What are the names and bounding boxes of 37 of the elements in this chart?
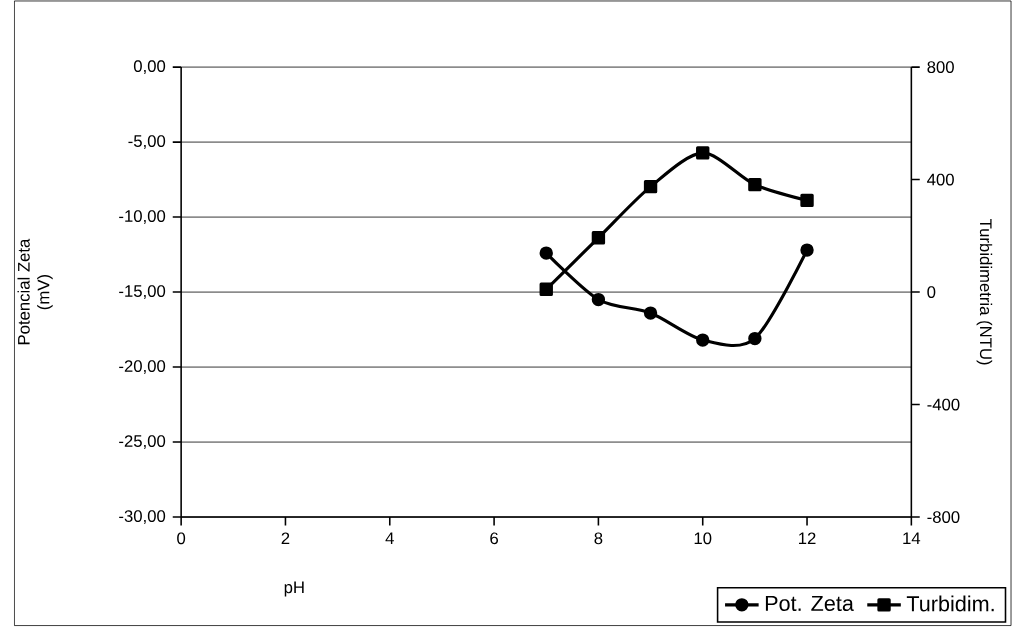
point [800, 243, 814, 257]
y2-tick-label: 0 [927, 286, 936, 299]
point [643, 180, 658, 194]
point [591, 293, 606, 307]
y2-tick-label: -400 [927, 398, 960, 411]
y-tick-label: -20,00 [119, 360, 166, 375]
x-tick-label: 6 [490, 532, 499, 545]
point [800, 193, 814, 208]
x-tick-label: 4 [385, 532, 394, 545]
point [696, 333, 710, 347]
x-axis-title: pH [284, 581, 304, 597]
x-tick-label: 12 [799, 532, 816, 545]
y2-tick-label: 400 [927, 173, 954, 186]
point [539, 282, 553, 297]
x-tick-label: 2 [281, 532, 290, 545]
x-tick-label: 10 [694, 532, 712, 545]
x-tick-label: 14 [903, 532, 921, 545]
y-tick-label: -25,00 [119, 435, 166, 450]
y-tick-label: 0,00 [133, 60, 166, 75]
point [748, 332, 762, 346]
x-tick-label: 0 [177, 532, 186, 545]
point [643, 306, 658, 320]
x-tick-label: 8 [594, 532, 603, 545]
y-tick-label: -10,00 [119, 210, 166, 225]
y2-tick-label: -800 [927, 511, 960, 524]
point [591, 231, 606, 245]
legend-label: Turbidim. [906, 595, 994, 612]
point [539, 246, 553, 260]
point [696, 146, 710, 160]
y-tick-label: -5,00 [128, 135, 166, 150]
y-tick-label: -15,00 [119, 285, 166, 300]
y-axis-title: Potencial Zeta (mV) [17, 238, 53, 345]
y2-axis-title: Turbidimetria (NTU) [976, 219, 993, 365]
point [748, 178, 762, 192]
y2-tick-label: 800 [927, 61, 954, 74]
y-tick-label: -30,00 [119, 510, 166, 525]
legend-label: Pot. Zeta [765, 596, 854, 612]
